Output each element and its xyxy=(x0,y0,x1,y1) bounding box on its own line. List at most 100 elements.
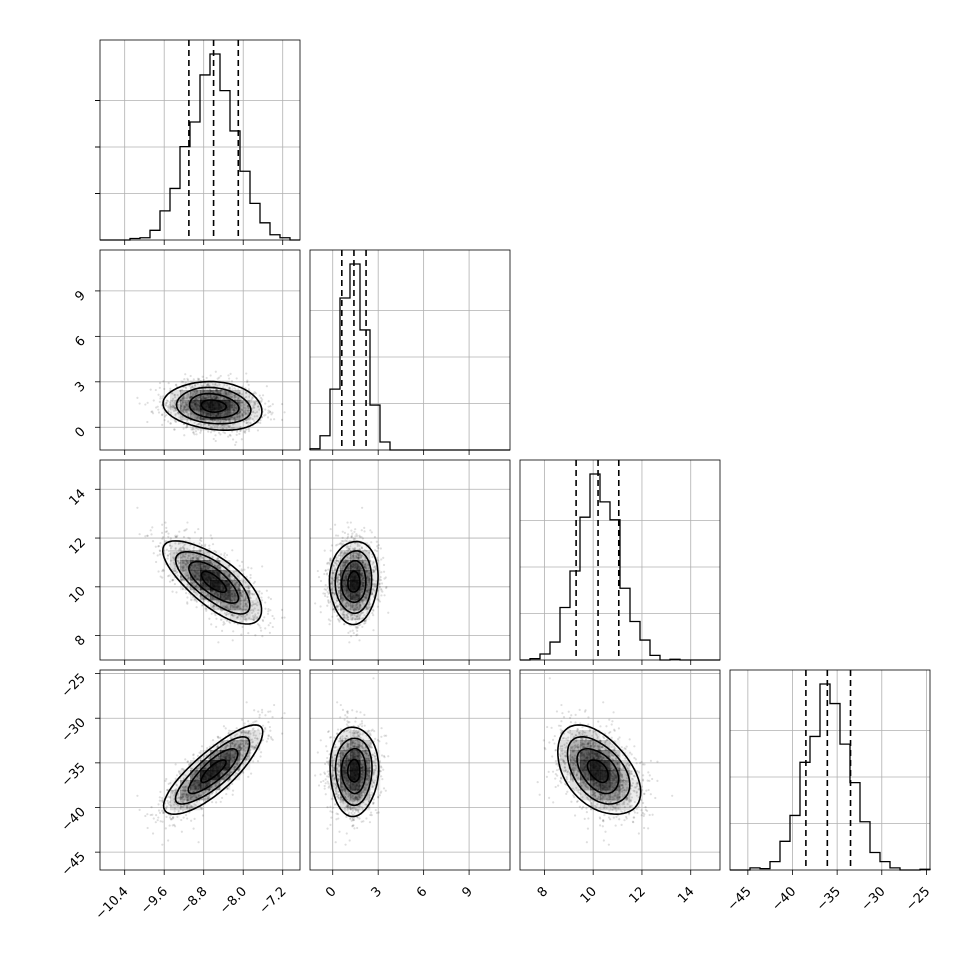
sample-point xyxy=(342,552,345,555)
sample-point xyxy=(197,410,201,413)
sample-point xyxy=(248,617,251,620)
sample-point xyxy=(246,740,249,743)
density-cell xyxy=(370,580,381,591)
sample-point xyxy=(347,548,350,551)
sample-point xyxy=(230,380,234,383)
sample-point xyxy=(247,421,250,424)
sample-point xyxy=(227,564,230,567)
sample-point xyxy=(233,766,236,769)
sample-point xyxy=(186,794,189,797)
sample-point xyxy=(348,553,352,556)
sample-point xyxy=(226,393,229,396)
sample-point xyxy=(173,405,176,408)
sample-point xyxy=(374,585,377,588)
sample-point xyxy=(255,598,258,601)
density-cell xyxy=(350,540,361,551)
sample-point xyxy=(267,710,270,713)
sample-point xyxy=(184,553,187,556)
sample-point xyxy=(259,396,263,400)
sample-point xyxy=(329,558,332,561)
sample-point xyxy=(227,374,230,377)
sample-point xyxy=(197,396,200,399)
sample-point xyxy=(158,549,162,553)
sample-point xyxy=(238,600,241,603)
sample-point xyxy=(182,427,185,430)
sample-point xyxy=(265,740,268,743)
sample-point xyxy=(190,796,194,799)
sample-point xyxy=(173,567,176,570)
sample-point xyxy=(365,595,368,599)
density-cell xyxy=(360,540,370,550)
sample-point xyxy=(358,534,361,537)
sample-point xyxy=(255,410,259,414)
sample-point xyxy=(271,614,274,618)
density-cell xyxy=(250,590,261,601)
sample-point xyxy=(208,757,211,760)
sample-point xyxy=(160,809,164,812)
sample-point xyxy=(256,612,260,615)
sample-point xyxy=(177,406,180,409)
sample-point xyxy=(264,408,267,411)
sample-point xyxy=(178,400,182,403)
sample-point xyxy=(224,606,227,609)
sample-point xyxy=(334,569,337,572)
sample-point xyxy=(338,578,341,582)
sample-point xyxy=(364,558,367,562)
sample-point xyxy=(347,566,350,569)
sample-point xyxy=(230,585,233,589)
sample-point xyxy=(207,763,210,767)
sample-point xyxy=(370,592,373,595)
sample-point xyxy=(169,422,173,425)
sample-point xyxy=(228,574,231,577)
sample-point xyxy=(361,602,364,605)
sample-point xyxy=(241,401,244,404)
sample-point xyxy=(155,814,158,817)
sample-point xyxy=(359,554,362,557)
sample-point xyxy=(230,585,233,588)
sample-point xyxy=(228,744,231,748)
sample-point xyxy=(200,604,204,607)
sample-point xyxy=(345,540,348,543)
sample-point xyxy=(208,420,211,423)
sample-point xyxy=(333,593,336,596)
sample-point xyxy=(197,556,200,559)
sample-point xyxy=(364,562,367,566)
sample-point xyxy=(168,824,171,827)
sample-point xyxy=(155,406,158,409)
sample-point xyxy=(162,535,165,539)
sample-point xyxy=(179,389,182,392)
sample-point xyxy=(365,593,368,597)
sample-point xyxy=(174,777,177,780)
sample-point xyxy=(240,408,244,411)
sample-point xyxy=(219,421,222,424)
sample-point xyxy=(234,603,237,606)
sample-point xyxy=(190,582,194,585)
sample-point xyxy=(158,386,161,389)
sample-point xyxy=(345,613,348,617)
sample-point xyxy=(351,604,355,607)
density-cell xyxy=(190,590,201,601)
sample-point xyxy=(206,383,210,386)
sample-point xyxy=(367,601,371,604)
sample-point xyxy=(182,395,185,398)
sample-point xyxy=(206,594,209,597)
sample-point xyxy=(252,618,255,621)
sample-point xyxy=(224,424,227,427)
sample-point xyxy=(355,627,358,630)
sample-point xyxy=(346,618,349,621)
sample-point xyxy=(183,407,186,410)
sample-point xyxy=(241,753,244,757)
sample-point xyxy=(371,591,374,594)
histogram-3 xyxy=(730,683,931,871)
sample-point xyxy=(237,586,240,589)
sample-point xyxy=(150,806,153,809)
sample-point xyxy=(223,605,226,608)
sample-point xyxy=(229,771,232,774)
sample-point xyxy=(337,604,340,608)
sample-point xyxy=(181,410,185,413)
sample-point xyxy=(356,553,359,556)
sample-point xyxy=(240,401,243,404)
sample-point xyxy=(202,598,205,601)
sample-point xyxy=(372,569,375,572)
sample-point xyxy=(273,617,276,620)
